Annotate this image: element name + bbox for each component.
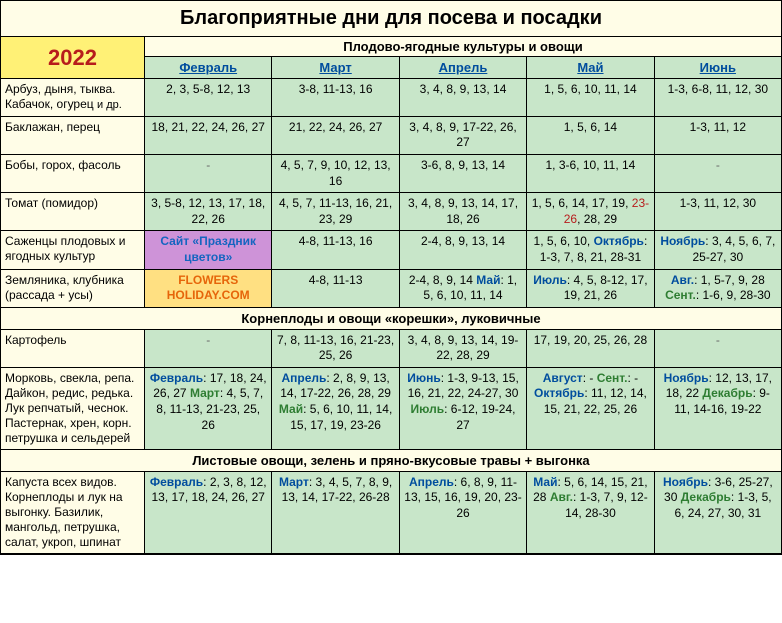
date-cell: 4-8, 11-13 (272, 270, 399, 307)
crop-label: Томат (помидор) (1, 193, 145, 230)
section-3-header: Листовые овощи, зелень и пряно-вкусовые … (1, 450, 781, 472)
month-jun: Июнь (655, 57, 781, 78)
date-cell: 17, 19, 20, 25, 26, 28 (527, 330, 654, 367)
table-row: Картофель-7, 8, 11-13, 16, 21-23, 25, 26… (1, 330, 781, 368)
date-cell: FLOWERSHOLIDAY.COM (145, 270, 272, 307)
date-cell: Август: - Сент.: - Октябрь: 11, 12, 14, … (527, 368, 654, 449)
crop-label: Арбуз, дыня, тыква. Кабачок, огурец и др… (1, 79, 145, 116)
month-may: Май (527, 57, 654, 78)
crop-label: Бобы, горох, фасоль (1, 155, 145, 192)
header-right: Плодово-ягодные культуры и овощи Февраль… (145, 37, 781, 78)
table-row: Земляника, клубника (рассада + усы)FLOWE… (1, 270, 781, 308)
section-2-rows: Картофель-7, 8, 11-13, 16, 21-23, 25, 26… (1, 330, 781, 450)
month-apr: Апрель (400, 57, 527, 78)
section-2-header: Корнеплоды и овощи «корешки», луковичные (1, 308, 781, 330)
crop-label: Саженцы плодовых и ягодных культур (1, 231, 145, 268)
date-cell: Ноябрь: 12, 13, 17, 18, 22 Декабрь: 9-11… (655, 368, 781, 449)
date-cell: 1, 3-6, 10, 11, 14 (527, 155, 654, 192)
date-cell: 1, 5, 6, 14, 17, 19, 23-26, 28, 29 (527, 193, 654, 230)
date-cell: Ноябрь: 3-6, 25-27, 30 Декабрь: 1-3, 5, … (655, 472, 781, 553)
date-cell: - (145, 330, 272, 367)
date-cell: 2-4, 8, 9, 14 Май: 1, 5, 6, 10, 11, 14 (400, 270, 527, 307)
month-feb: Февраль (145, 57, 272, 78)
date-cell: 3, 4, 8, 9, 13, 14 (400, 79, 527, 116)
date-cell: - (655, 330, 781, 367)
date-cell: 3, 5-8, 12, 13, 17, 18, 22, 26 (145, 193, 272, 230)
date-cell: 3-6, 8, 9, 13, 14 (400, 155, 527, 192)
table-row: Морковь, свекла, репа. Дайкон, редис, ре… (1, 368, 781, 450)
group-header: Плодово-ягодные культуры и овощи (145, 37, 781, 57)
crop-label: Морковь, свекла, репа. Дайкон, редис, ре… (1, 368, 145, 449)
date-cell: 3, 4, 8, 9, 13, 14, 17, 18, 26 (400, 193, 527, 230)
date-cell: 4-8, 11-13, 16 (272, 231, 399, 268)
date-cell: Июль: 4, 5, 8-12, 17, 19, 21, 26 (527, 270, 654, 307)
calendar-table: Благоприятные дни для посева и посадки 2… (0, 0, 782, 555)
table-row: Капуста всех видов. Корнеплоды и лук на … (1, 472, 781, 554)
date-cell: 3-8, 11-13, 16 (272, 79, 399, 116)
date-cell: Авг.: 1, 5-7, 9, 28 Сент.: 1-6, 9, 28-30 (655, 270, 781, 307)
month-mar: Март (272, 57, 399, 78)
date-cell: 2, 3, 5-8, 12, 13 (145, 79, 272, 116)
date-cell: 3, 4, 8, 9, 17-22, 26, 27 (400, 117, 527, 154)
date-cell: Июнь: 1-3, 9-13, 15, 16, 21, 22, 24-27, … (400, 368, 527, 449)
date-cell: 1-3, 11, 12, 30 (655, 193, 781, 230)
date-cell: Апрель: 6, 8, 9, 11-13, 15, 16, 19, 20, … (400, 472, 527, 553)
crop-label: Картофель (1, 330, 145, 367)
date-cell: Сайт «Праздник цветов» (145, 231, 272, 268)
date-cell: 7, 8, 11-13, 16, 21-23, 25, 26 (272, 330, 399, 367)
page-title: Благоприятные дни для посева и посадки (1, 1, 781, 37)
date-cell: Май: 5, 6, 14, 15, 21, 28 Авг.: 1-3, 7, … (527, 472, 654, 553)
table-row: Саженцы плодовых и ягодных культурСайт «… (1, 231, 781, 269)
table-row: Баклажан, перец18, 21, 22, 24, 26, 2721,… (1, 117, 781, 155)
date-cell: Февраль: 2, 3, 8, 12, 13, 17, 18, 24, 26… (145, 472, 272, 553)
date-cell: 4, 5, 7, 11-13, 16, 21, 23, 29 (272, 193, 399, 230)
date-cell: 1, 5, 6, 10, Октябрь: 1-3, 7, 8, 21, 28-… (527, 231, 654, 268)
date-cell: Ноябрь: 3, 4, 5, 6, 7, 25-27, 30 (655, 231, 781, 268)
date-cell: Февраль: 17, 18, 24, 26, 27 Март: 4, 5, … (145, 368, 272, 449)
months-row: Февраль Март Апрель Май Июнь (145, 57, 781, 78)
date-cell: 1-3, 11, 12 (655, 117, 781, 154)
date-cell: Март: 3, 4, 5, 7, 8, 9, 13, 14, 17-22, 2… (272, 472, 399, 553)
section-1-rows: Арбуз, дыня, тыква. Кабачок, огурец и др… (1, 79, 781, 308)
date-cell: 18, 21, 22, 24, 26, 27 (145, 117, 272, 154)
crop-label: Баклажан, перец (1, 117, 145, 154)
crop-label: Земляника, клубника (рассада + усы) (1, 270, 145, 307)
date-cell: - (145, 155, 272, 192)
date-cell: 3, 4, 8, 9, 13, 14, 19-22, 28, 29 (400, 330, 527, 367)
date-cell: 4, 5, 7, 9, 10, 12, 13, 16 (272, 155, 399, 192)
table-row: Арбуз, дыня, тыква. Кабачок, огурец и др… (1, 79, 781, 117)
header-row: 2022 Плодово-ягодные культуры и овощи Фе… (1, 37, 781, 79)
date-cell: - (655, 155, 781, 192)
date-cell: 21, 22, 24, 26, 27 (272, 117, 399, 154)
table-row: Томат (помидор)3, 5-8, 12, 13, 17, 18, 2… (1, 193, 781, 231)
date-cell: 2-4, 8, 9, 13, 14 (400, 231, 527, 268)
date-cell: 1, 5, 6, 10, 11, 14 (527, 79, 654, 116)
crop-label: Капуста всех видов. Корнеплоды и лук на … (1, 472, 145, 553)
table-row: Бобы, горох, фасоль-4, 5, 7, 9, 10, 12, … (1, 155, 781, 193)
year-cell: 2022 (1, 37, 145, 78)
section-3-rows: Капуста всех видов. Корнеплоды и лук на … (1, 472, 781, 554)
date-cell: 1, 5, 6, 14 (527, 117, 654, 154)
date-cell: 1-3, 6-8, 11, 12, 30 (655, 79, 781, 116)
date-cell: Апрель: 2, 8, 9, 13, 14, 17-22, 26, 28, … (272, 368, 399, 449)
